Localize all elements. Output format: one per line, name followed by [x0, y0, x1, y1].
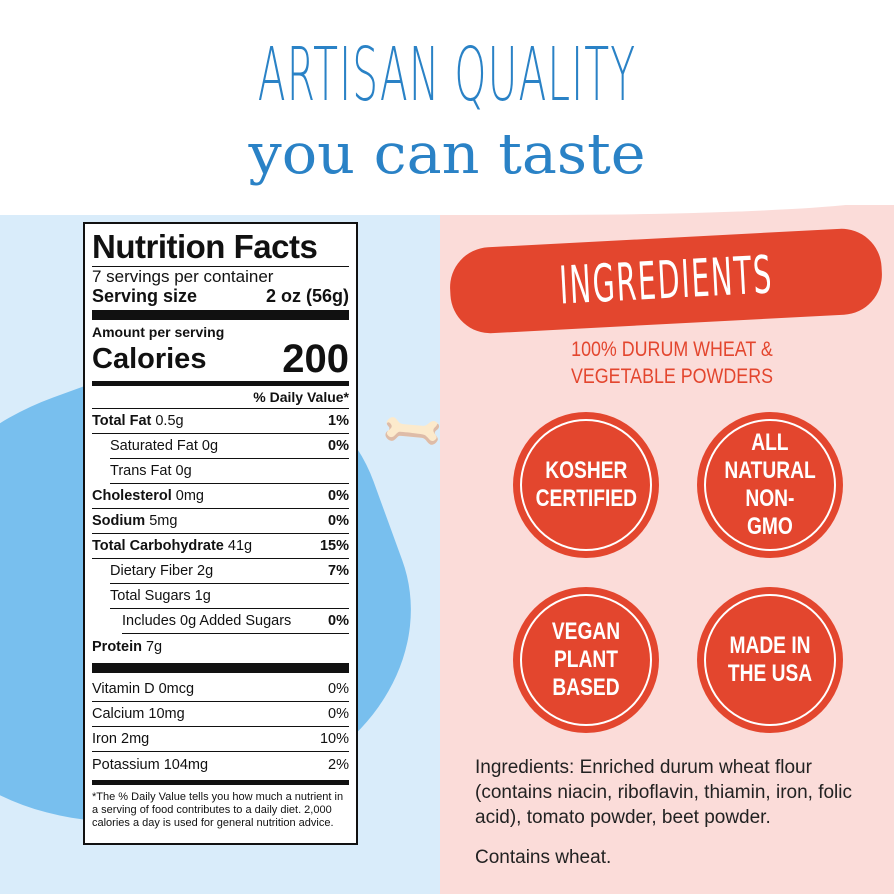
nutrient-row: Protein 7g — [92, 634, 349, 659]
vitamin-label: Vitamin D 0mcg — [92, 681, 195, 697]
calories-value: 200 — [282, 337, 349, 381]
nutrient-label: Dietary Fiber 2g — [110, 563, 214, 579]
nutrient-row: Cholesterol 0mg 0% — [92, 484, 349, 509]
badge-vegan: VEGAN PLANT BASED — [513, 587, 659, 733]
nutrient-label: Total Fat 0.5g — [92, 413, 184, 429]
nutrition-title: Nutrition Facts — [92, 228, 349, 267]
vitamin-row: Iron 2mg 10% — [92, 727, 349, 752]
nutrient-row: Saturated Fat 0g 0% — [110, 434, 349, 459]
nutrient-dv: 0% — [328, 513, 349, 529]
headline-subtitle: you can taste — [248, 122, 646, 187]
allergen-statement: Contains wheat. — [475, 847, 612, 868]
ingredients-banner-label: INGREDIENTS — [557, 245, 775, 317]
vitamin-dv: 0% — [328, 706, 349, 722]
vitamin-dv: 2% — [328, 756, 349, 773]
badge-label: KOSHER CERTIFIED — [535, 457, 637, 512]
nutrient-label: Trans Fat 0g — [110, 463, 192, 479]
nutrient-row: Sodium 5mg 0% — [92, 509, 349, 534]
calories: Calories 200 — [92, 337, 349, 381]
nutrient-dv: 7% — [328, 563, 349, 579]
subtitle-line-1: 100% DURUM WHEAT & — [571, 338, 773, 361]
footnote: *The % Daily Value tells you how much a … — [92, 791, 344, 829]
vitamin-label: Calcium 10mg — [92, 706, 185, 722]
nutrient-label: Sodium 5mg — [92, 513, 178, 529]
badge-made-in-usa: MADE IN THE USA — [697, 587, 843, 733]
ingredients-subtitle: 100% DURUM WHEAT & VEGETABLE POWDERS — [483, 336, 860, 390]
calories-label: Calories — [92, 343, 207, 375]
nutrient-row: Includes 0g Added Sugars 0% — [122, 609, 349, 634]
nutrition-facts-label: Nutrition Facts 7 servings per container… — [83, 222, 358, 845]
nutrient-label: Cholesterol 0mg — [92, 488, 205, 504]
vitamin-row: Potassium 104mg 2% — [92, 752, 349, 777]
vitamin-row: Calcium 10mg 0% — [92, 702, 349, 727]
vitamin-label: Iron 2mg — [92, 731, 150, 747]
serving-size-value: 2 oz (56g) — [265, 286, 349, 306]
badge-label: VEGAN PLANT BASED — [551, 618, 621, 701]
badge-non-gmo: ALL NATURAL NON-GMO — [697, 412, 843, 558]
badge-label: ALL NATURAL NON-GMO — [724, 429, 816, 540]
vitamin-dv: 0% — [328, 681, 349, 697]
subtitle-line-2: VEGETABLE POWDERS — [570, 365, 774, 388]
vitamin-label: Potassium 104mg — [92, 756, 209, 773]
amount-per-serving: Amount per serving — [92, 324, 225, 340]
nutrient-dv: 0% — [328, 488, 349, 504]
nutrient-dv: 0% — [328, 438, 349, 454]
nutrient-row: Total Sugars 1g — [110, 584, 349, 609]
badge-label: MADE IN THE USA — [727, 632, 813, 687]
nutrient-row: Trans Fat 0g — [110, 459, 349, 484]
ingredients-text: Ingredients: Enriched durum wheat flour … — [475, 757, 853, 828]
badge-kosher: KOSHER CERTIFIED — [513, 412, 659, 558]
vitamin-dv: 10% — [319, 731, 349, 747]
nutrient-label: Total Carbohydrate 41g — [92, 538, 253, 554]
nutrient-label: Saturated Fat 0g — [110, 438, 219, 454]
header-background — [0, 0, 894, 215]
servings-per-container: 7 servings per container — [92, 267, 274, 286]
serving-size: Serving size 2 oz (56g) — [92, 286, 349, 306]
nutrient-row: Total Carbohydrate 41g 15% — [92, 534, 349, 559]
nutrient-dv: 15% — [319, 538, 349, 554]
headline-title: ARTISAN QUALITY — [257, 32, 637, 118]
nutrient-dv: 1% — [328, 413, 349, 429]
nutrient-row: Dietary Fiber 2g 7% — [110, 559, 349, 584]
nutrient-dv: 0% — [328, 613, 349, 629]
nutrient-row: Total Fat 0.5g 1% — [92, 409, 349, 434]
daily-value-header: % Daily Value* — [92, 389, 349, 409]
vitamin-row: Vitamin D 0mcg 0% — [92, 677, 349, 702]
nutrient-label: Includes 0g Added Sugars — [122, 613, 292, 629]
nutrient-label: Total Sugars 1g — [110, 588, 211, 604]
serving-size-label: Serving size — [92, 286, 198, 306]
nutrient-label: Protein 7g — [92, 638, 163, 655]
